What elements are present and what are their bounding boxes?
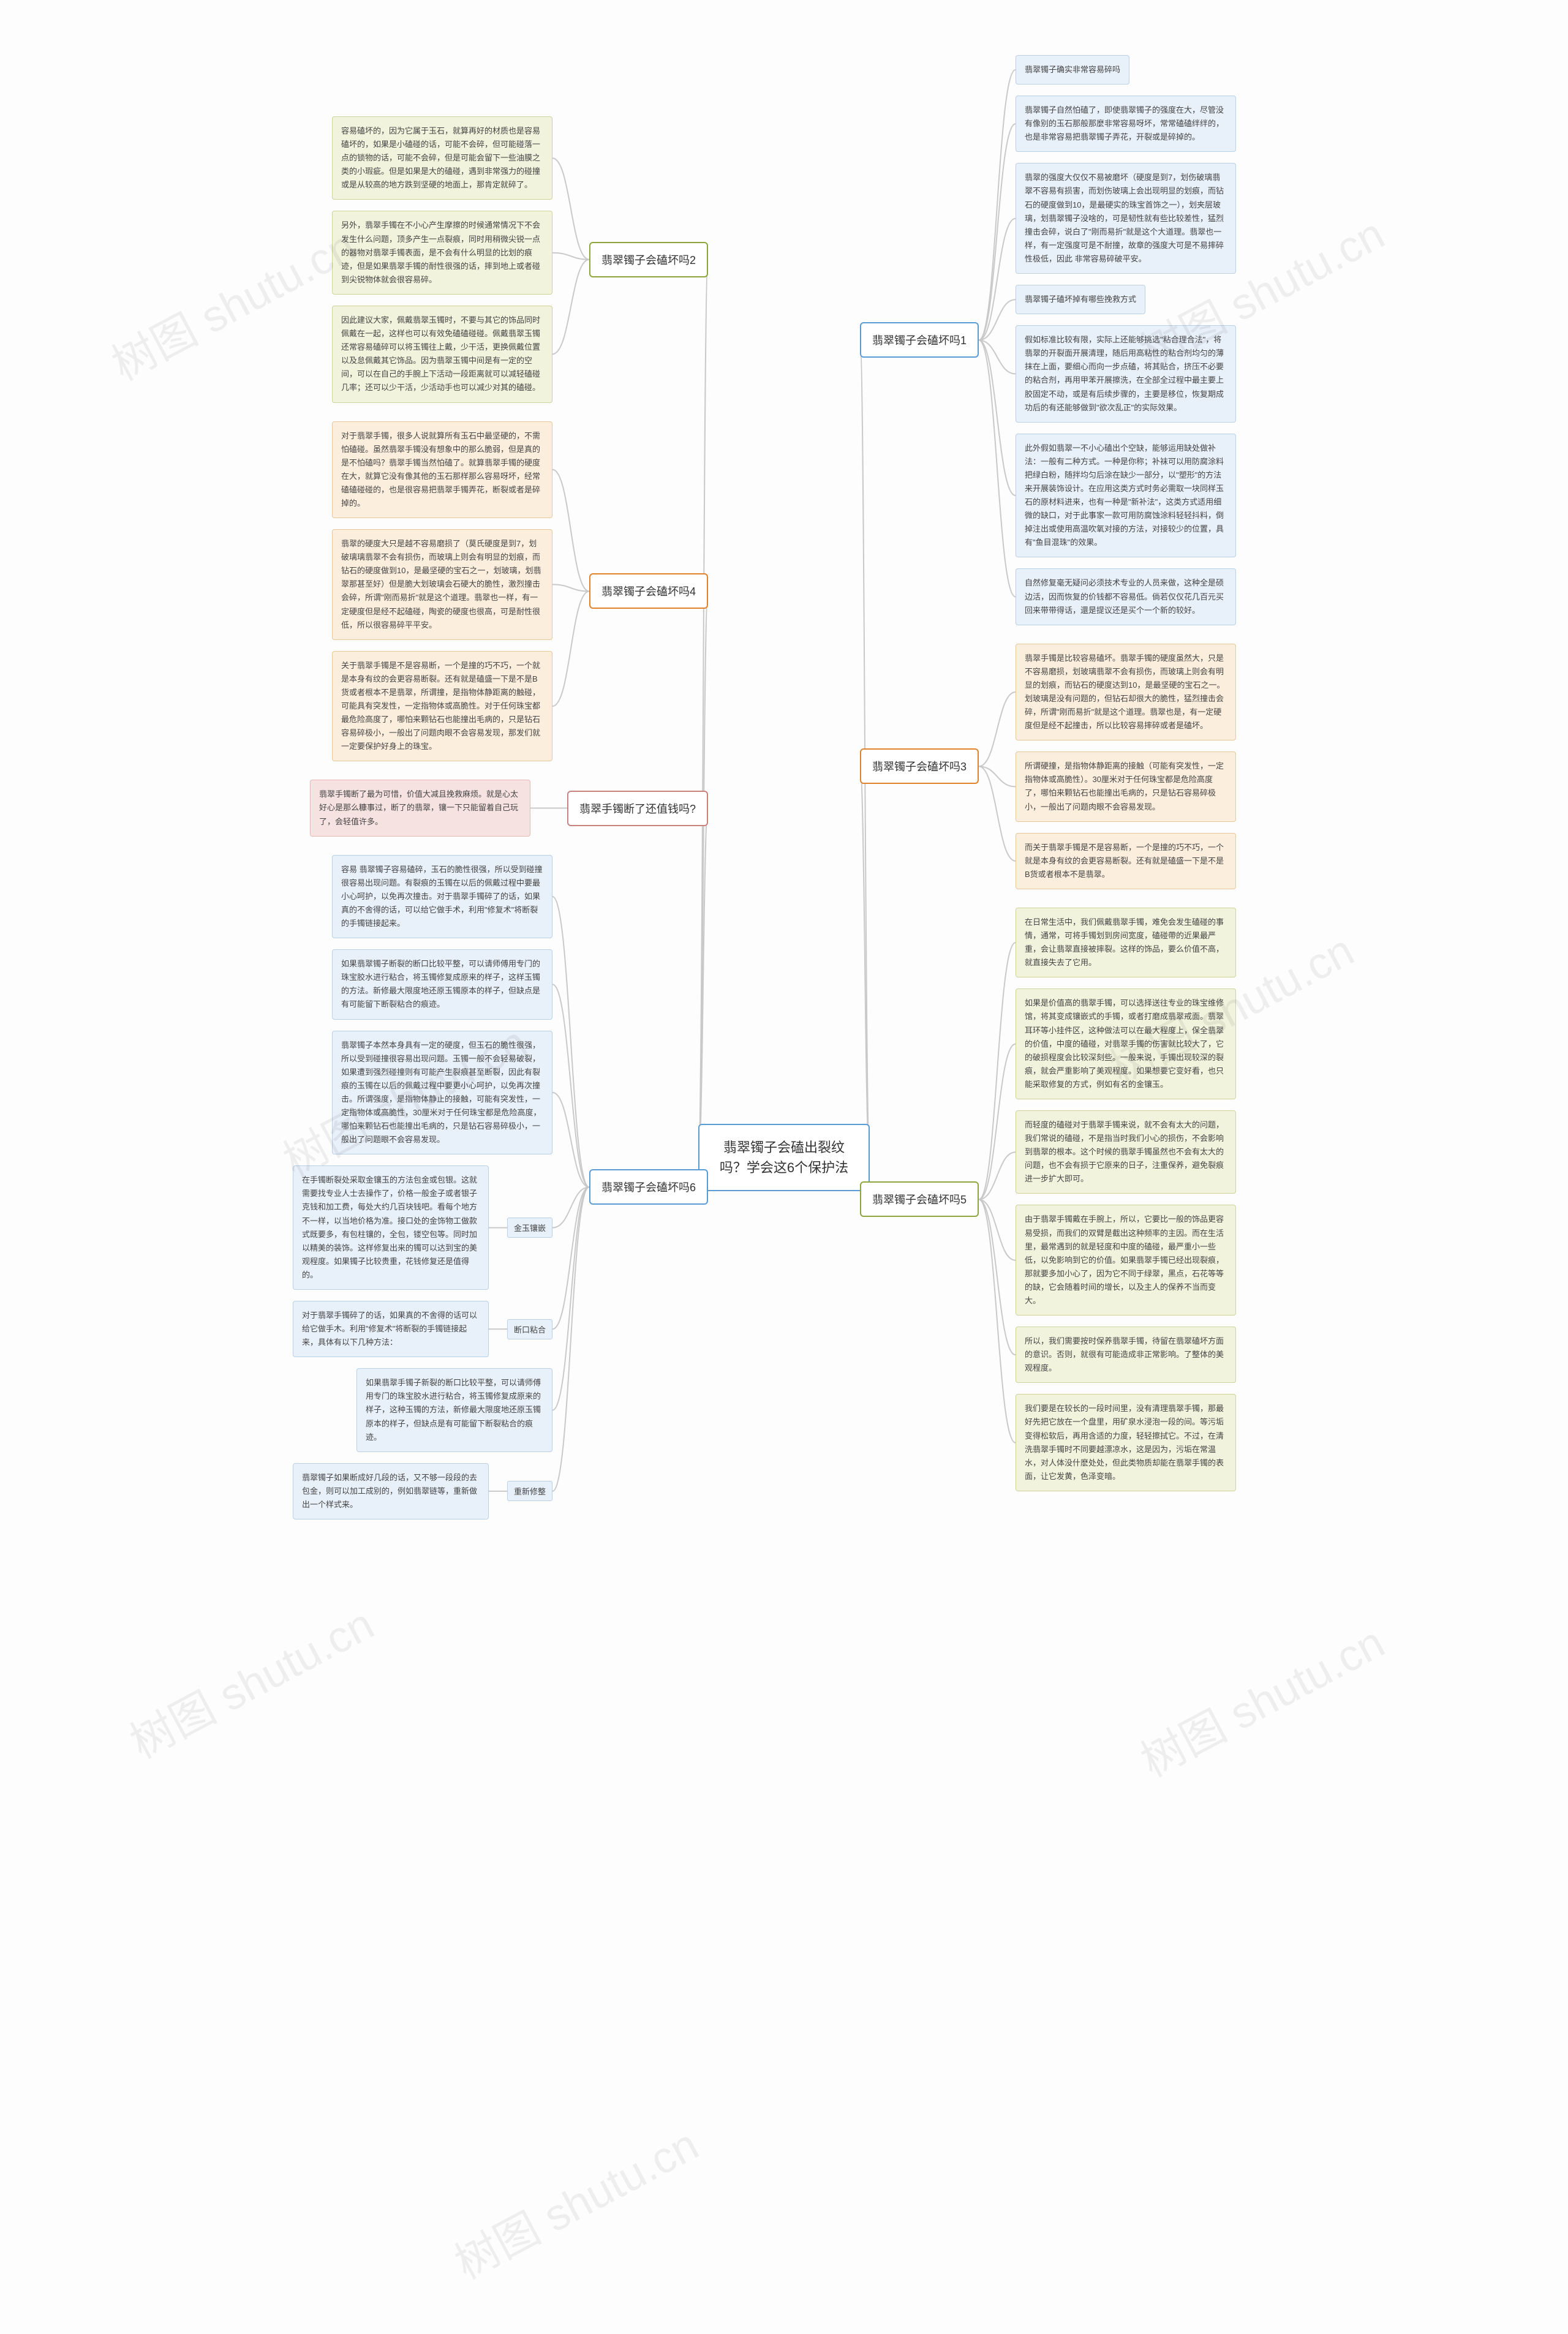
sub-pair: 断口粘合对于翡翠手镯碎了的话，如果真的不舍得的话可以给它做手木。利用"修复术"将… — [293, 1301, 552, 1357]
leaf-node: 翡翠镯子本然本身具有一定的硬度，但玉石的脆性很强，所以受到碰撞很容易出现问题。玉… — [332, 1031, 552, 1155]
sub-pair: 金玉镶嵌在手镯断裂处采取金镶玉的方法包金或包银。这就需要找专业人士去操作了，价格… — [293, 1165, 552, 1290]
branch-group-r3: 翡翠镯子会磕坏吗3 翡翠手镯是比较容易磕坏。翡翠手镯的硬度虽然大，只是不容易磨损，… — [860, 644, 1236, 889]
leaf-node: 假如标准比较有限，实际上还能够挑选"粘合理合法"，将翡翠的开裂面开展清理，随后用… — [1016, 325, 1236, 423]
leaf-column: 对于翡翠手镯，很多人说就算所有玉石中最坚硬的，不需怕磕碰。虽然翡翠手镯没有想象中… — [332, 421, 552, 762]
mindmap-canvas: 翡翠镯子会磕出裂纹吗？学会这6个保护法 翡翠镯子会磕坏吗1 翡翠镯子确实非常容易碎… — [24, 24, 1544, 2291]
sub-header: 金玉镶嵌 — [507, 1218, 552, 1238]
right-side: 翡翠镯子会磕坏吗1 翡翠镯子确实非常容易碎吗翡翠镯子自然怕磕了，即使翡翠镯子的强度… — [860, 55, 1236, 1491]
leaf-node: 在日常生活中，我们佩戴翡翠手镯，难免会发生磕碰的事情，通常，可将手镯划到房间宽度… — [1016, 908, 1236, 977]
leaf-node: 翡翠手镯是比较容易磕坏。翡翠手镯的硬度虽然大，只是不容易磨损，划玻璃翡翠不会有损… — [1016, 644, 1236, 741]
leaf-node: 另外，翡翠手镯在不小心产生摩擦的时候通常情况下不会发生什么问题，顶多产生一点裂痕… — [332, 211, 552, 294]
branch-node-l6: 翡翠镯子会磕坏吗6 — [589, 1169, 708, 1205]
leaf-column: 翡翠手镯是比较容易磕坏。翡翠手镯的硬度虽然大，只是不容易磨损，划玻璃翡翠不会有损… — [1016, 644, 1236, 889]
leaf-node: 如果翡翠镯子断裂的断口比较平整，可以请师傅用专门的珠宝胶水进行粘合，将玉镯修复成… — [332, 949, 552, 1019]
watermark-text: 树图 shutu.cn — [442, 2109, 707, 2291]
branch-group-l6: 翡翠镯子会磕坏吗6 容易 翡翠镯子容易磕碎，玉石的脆性很强，所以受到碰撞很容易出现… — [293, 855, 708, 1519]
branch-group-lbreak: 翡翠手镯断了还值钱吗? 翡翠手镯断了最为可惜，价值大减且挽救麻烦。就是心太好心是那… — [310, 780, 708, 836]
branch-group-r1: 翡翠镯子会磕坏吗1 翡翠镯子确实非常容易碎吗翡翠镯子自然怕磕了，即使翡翠镯子的强度… — [860, 55, 1236, 625]
branch-node-l2: 翡翠镯子会磕坏吗2 — [589, 242, 708, 277]
leaf-node: 此外假如翡翠一不小心磕出个空缺，能够运用缺处做补法：一般有二种方式。一种是你称；… — [1016, 434, 1236, 558]
sub-leaf-text: 对于翡翠手镯碎了的话，如果真的不舍得的话可以给它做手木。利用"修复术"将断裂的手… — [293, 1301, 489, 1357]
branch-group-l4: 翡翠镯子会磕坏吗4 对于翡翠手镯，很多人说就算所有玉石中最坚硬的，不需怕磕碰。虽然… — [332, 421, 708, 762]
leaf-node: 翡翠的硬度大只是越不容易磨损了（莫氏硬度是到7，划破璃璃翡翠不会有损伤，而玻璃上… — [332, 529, 552, 640]
left-side: 翡翠镯子会磕坏吗2 容易磕坏的，因为它属于玉石，就算再好的材质也是容易磕坏的，如果… — [293, 116, 708, 1519]
leaf-node: 由于翡翠手镯戴在手腕上，所以，它要比一般的饰品更容易受损，而我们的双臂是截出这种… — [1016, 1205, 1236, 1316]
center-title: 翡翠镯子会磕出裂纹吗？学会这6个保护法 — [720, 1140, 848, 1175]
leaf-node: 对于翡翠手镯，很多人说就算所有玉石中最坚硬的，不需怕磕碰。虽然翡翠手镯没有想象中… — [332, 421, 552, 519]
leaf-column: 容易 翡翠镯子容易磕碎，玉石的脆性很强，所以受到碰撞很容易出现问题。有裂痕的玉镯… — [293, 855, 552, 1519]
leaf-node: 容易 翡翠镯子容易磕碎，玉石的脆性很强，所以受到碰撞很容易出现问题。有裂痕的玉镯… — [332, 855, 552, 938]
leaf-node: 翡翠的强度大仅仅不易被磨坏（硬度是到7，划伤破璃翡翠不容易有损害，而划伤玻璃上会… — [1016, 163, 1236, 274]
sub-header: 断口粘合 — [507, 1319, 552, 1339]
branch-group-r5: 翡翠镯子会磕坏吗5 在日常生活中，我们佩戴翡翠手镯，难免会发生磕碰的事情，通常，可… — [860, 908, 1236, 1491]
leaf-node: 翡翠手镯断了最为可惜，价值大减且挽救麻烦。就是心太好心是那么糠事过，断了的翡翠，… — [310, 780, 530, 836]
leaf-node: 容易磕坏的，因为它属于玉石，就算再好的材质也是容易磕坏的，如果是小磕碰的话，可能… — [332, 116, 552, 200]
branch-node-lbreak: 翡翠手镯断了还值钱吗? — [567, 791, 708, 826]
branch-group-l2: 翡翠镯子会磕坏吗2 容易磕坏的，因为它属于玉石，就算再好的材质也是容易磕坏的，如果… — [332, 116, 708, 403]
leaf-node: 翡翠镯子确实非常容易碎吗 — [1016, 55, 1129, 85]
watermark-text: 树图 shutu.cn — [117, 1589, 383, 1771]
leaf-node: 关于翡翠手镯是不是容易断，一个是撞的巧不巧，一个就是本身有纹的会更容易断裂。还有… — [332, 651, 552, 762]
sub-leaf-text: 在手镯断裂处采取金镶玉的方法包金或包银。这就需要找专业人士去操作了，价格一般金子… — [293, 1165, 489, 1290]
leaf-node: 因此建议大家，佩戴翡翠玉镯时，不要与其它的饰品同时佩戴在一起，这样也可以有效免磕… — [332, 306, 552, 403]
leaf-node: 所谓硬撞，是指物体静距离的接触（可能有突发性，一定指物体或高脆性）。30厘米对于… — [1016, 751, 1236, 821]
center-node: 翡翠镯子会磕出裂纹吗？学会这6个保护法 — [698, 1124, 870, 1191]
leaf-node: 翡翠镯子磕坏掉有哪些挽救方式 — [1016, 285, 1145, 314]
leaf-node: 如果是价值高的翡翠手镯，可以选择送往专业的珠宝维修馆，将其变成镶嵌式的手镯，或者… — [1016, 988, 1236, 1099]
branch-node-r1: 翡翠镯子会磕坏吗1 — [860, 322, 979, 358]
leaf-node: 翡翠镯子自然怕磕了，即使翡翠镯子的强度在大，尽管没有像别的玉石那般那麼非常容易呀… — [1016, 96, 1236, 152]
leaf-node: 自然修复毫无疑问必须技术专业的人员来做，这种全是硕边活，因而恢复的价钱都不容易低… — [1016, 568, 1236, 625]
leaf-node: 而轻度的磕碰对于翡翠手镯来说，就不会有太大的问题，我们常说的磕碰，不是指当时我们… — [1016, 1110, 1236, 1194]
sub-pair: 重新修整翡翠镯子如果断成好几段的话，又不够一段段的去包金，则可以加工成别的，例如… — [293, 1463, 552, 1519]
leaf-column: 容易磕坏的，因为它属于玉石，就算再好的材质也是容易磕坏的，如果是小磕碰的话，可能… — [332, 116, 552, 403]
sub-leaf-text: 翡翠镯子如果断成好几段的话，又不够一段段的去包金，则可以加工成别的，例如翡翠链等… — [293, 1463, 489, 1519]
branch-node-r3: 翡翠镯子会磕坏吗3 — [860, 748, 979, 784]
leaf-node: 而关于翡翠手镯是不是容易断，一个是撞的巧不巧，一个就是本身有纹的会更容易断裂。还… — [1016, 833, 1236, 889]
leaf-column: 翡翠手镯断了最为可惜，价值大减且挽救麻烦。就是心太好心是那么糠事过，断了的翡翠，… — [310, 780, 530, 836]
leaf-node: 我们要是在较长的一段时间里，没有清理翡翠手镯，那最好先把它放在一个盘里，用矿泉水… — [1016, 1394, 1236, 1491]
leaf-column: 翡翠镯子确实非常容易碎吗翡翠镯子自然怕磕了，即使翡翠镯子的强度在大，尽管没有像别… — [1016, 55, 1236, 625]
sub-leaf-text: 如果翡翠手镯子新裂的断口比较平整，可以请师傅用专门的珠宝胶水进行粘合，将玉镯修复… — [356, 1368, 552, 1451]
watermark-text: 树图 shutu.cn — [1128, 1607, 1393, 1789]
sub-header: 重新修整 — [507, 1481, 552, 1501]
branch-node-r5: 翡翠镯子会磕坏吗5 — [860, 1181, 979, 1217]
sub-pair: 如果翡翠手镯子新裂的断口比较平整，可以请师傅用专门的珠宝胶水进行粘合，将玉镯修复… — [356, 1368, 552, 1451]
leaf-column: 在日常生活中，我们佩戴翡翠手镯，难免会发生磕碰的事情，通常，可将手镯划到房间宽度… — [1016, 908, 1236, 1491]
leaf-node: 所以，我们需要按时保养翡翠手镯，待留在翡翠磕坏方面的意识。否则，就很有可能造成非… — [1016, 1327, 1236, 1383]
branch-node-l4: 翡翠镯子会磕坏吗4 — [589, 573, 708, 609]
